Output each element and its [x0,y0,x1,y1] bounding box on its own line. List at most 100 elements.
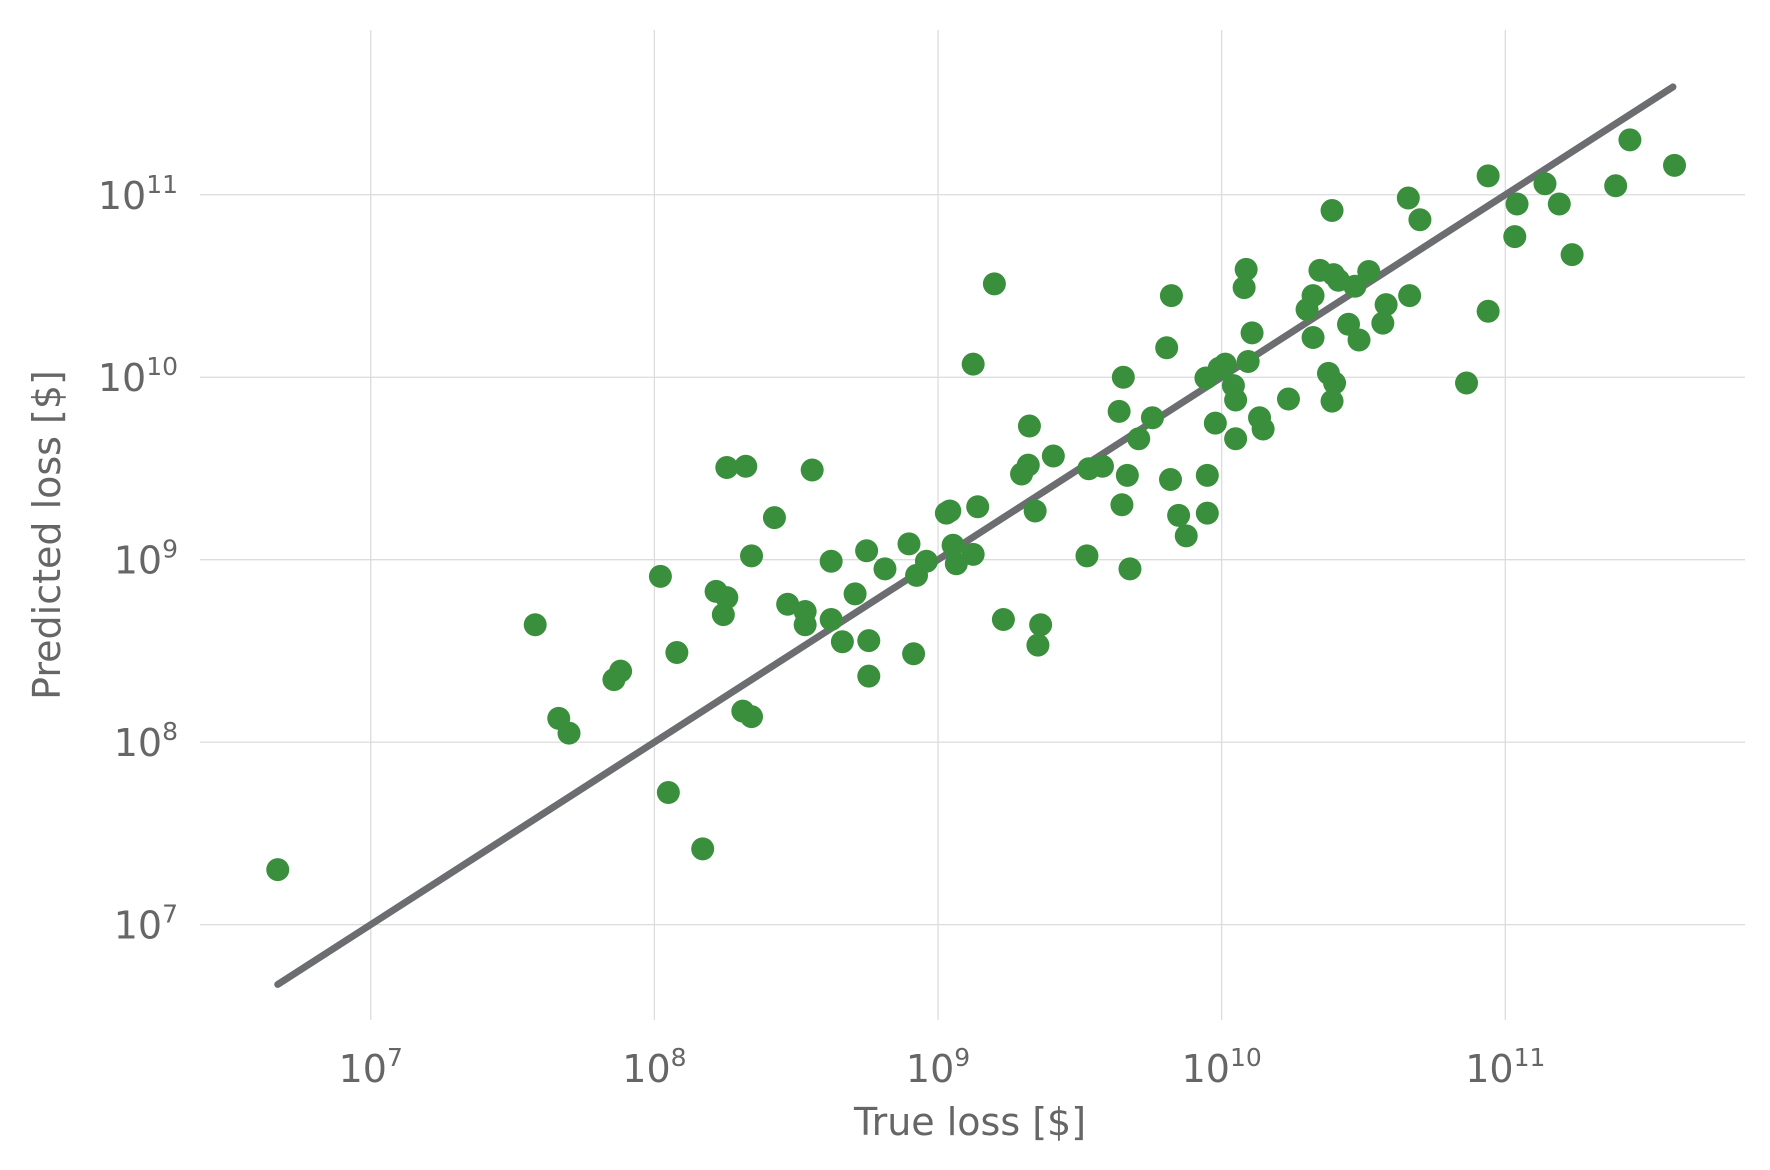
data-point [1090,454,1114,478]
x-tick-base: 10 [1465,1047,1513,1091]
data-point [1017,414,1041,438]
y-axis-label: Predicted loss [$] [25,370,69,700]
data-point [902,642,926,666]
x-tick-exponent: 7 [387,1043,403,1072]
data-point [1026,633,1050,657]
data-point [1041,444,1065,468]
data-point [800,458,824,482]
data-points [266,128,1687,882]
data-point [557,721,581,745]
data-point [941,533,965,557]
data-point [843,582,867,606]
data-point [1547,192,1571,216]
data-point [1232,276,1256,300]
y-tick-exponent: 10 [146,352,178,381]
data-point [966,495,990,519]
data-point [1371,311,1395,335]
data-point [1023,499,1047,523]
x-axis-label: True loss [$] [853,1100,1086,1144]
data-point [1374,293,1398,317]
x-tick-labels: 107 108 109 1010 1011 [339,1043,1546,1091]
data-point [1224,388,1248,412]
data-point [1533,172,1557,196]
data-point [1251,417,1275,441]
data-point [1075,544,1099,568]
data-point [1455,371,1479,395]
data-point [819,549,843,573]
data-point [1408,208,1432,232]
data-point [1195,463,1219,487]
data-point [1276,387,1300,411]
data-point [1323,371,1347,395]
x-tick-base: 10 [622,1047,670,1091]
data-point [762,506,786,530]
data-point [1301,326,1325,350]
data-point [1236,349,1260,373]
x-tick-label: 109 [906,1043,970,1091]
grid [200,30,1745,1020]
x-tick-exponent: 11 [1514,1043,1546,1072]
data-point [1618,128,1642,152]
data-point [961,542,985,566]
data-point [793,613,817,637]
x-tick-label: 108 [622,1043,686,1091]
x-tick-exponent: 9 [954,1043,970,1072]
x-tick-label: 107 [339,1043,403,1091]
data-point [1320,389,1344,413]
y-tick-label: 1011 [98,170,178,218]
data-point [715,586,739,610]
data-point [1663,153,1687,177]
data-point [1118,557,1142,581]
data-point [691,837,715,861]
data-point [266,858,290,882]
data-point [855,539,879,563]
data-point [1476,164,1500,188]
data-point [1140,406,1164,430]
data-point [1115,463,1139,487]
data-point [1167,503,1191,527]
data-point [857,629,881,653]
data-point [740,544,764,568]
y-tick-base: 10 [98,174,146,218]
data-point [982,272,1006,296]
x-tick-exponent: 8 [671,1043,687,1072]
x-tick-base: 10 [906,1047,954,1091]
reference-line-group [274,83,1677,988]
data-point [1224,427,1248,451]
data-point [523,613,547,637]
data-point [1320,198,1344,222]
y-tick-exponent: 9 [162,535,178,564]
data-point [1505,192,1529,216]
data-point [1301,284,1325,308]
data-point [830,630,854,654]
y-tick-base: 10 [114,721,162,765]
y-tick-label: 1010 [98,352,178,400]
data-point [1476,299,1500,323]
data-point [1195,501,1219,525]
data-point [1159,284,1183,308]
data-point [1213,352,1237,376]
y-tick-label: 109 [114,535,178,583]
x-tick-label: 1011 [1465,1043,1545,1091]
data-point [938,499,962,523]
data-point [857,664,881,688]
data-point [740,705,764,729]
y-tick-label: 107 [114,900,178,948]
data-point [1107,399,1131,423]
data-point [715,456,739,480]
data-point [665,640,689,664]
data-point [1234,257,1258,281]
data-point [1174,524,1198,548]
y-tick-label: 108 [114,717,178,765]
data-point [1029,613,1053,637]
data-point [1343,274,1367,298]
data-point [1398,284,1422,308]
data-point [1347,328,1371,352]
y-tick-base: 10 [114,539,162,583]
data-point [1155,336,1179,360]
data-point [711,603,735,627]
data-point [1396,186,1420,210]
x-tick-base: 10 [339,1047,387,1091]
